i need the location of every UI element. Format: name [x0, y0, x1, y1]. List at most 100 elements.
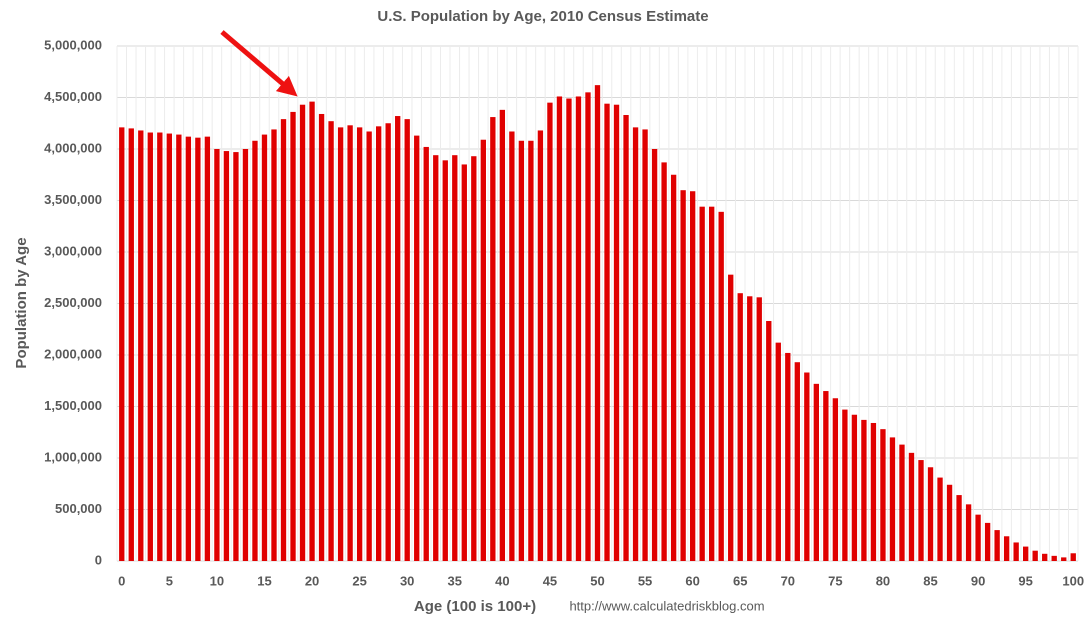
- bar: [946, 484, 953, 561]
- x-tick-label: 20: [305, 573, 319, 588]
- bar: [147, 132, 153, 561]
- bar: [823, 391, 829, 561]
- bar: [670, 174, 677, 561]
- bar: [899, 444, 905, 561]
- bar: [1051, 555, 1057, 561]
- bar: [395, 116, 401, 561]
- bar: [119, 127, 125, 562]
- bar: [747, 296, 753, 561]
- bar: [176, 134, 182, 561]
- bar: [223, 151, 230, 561]
- bar: [128, 128, 134, 561]
- bar: [442, 160, 448, 561]
- bar: [709, 206, 715, 561]
- bar: [594, 85, 601, 561]
- bar: [404, 119, 410, 561]
- bar: [1013, 542, 1019, 561]
- x-tick-label: 0: [118, 573, 125, 588]
- bar: [661, 162, 667, 561]
- x-tick-label: 25: [352, 573, 366, 588]
- x-tick-label: 15: [257, 573, 271, 588]
- x-tick-label: 40: [495, 573, 509, 588]
- y-axis-label: Population by Age: [13, 237, 30, 368]
- bar: [547, 102, 553, 562]
- bar: [984, 522, 991, 561]
- bar: [280, 119, 287, 561]
- bar: [1032, 550, 1038, 561]
- bar: [166, 133, 172, 562]
- bar: [204, 136, 211, 561]
- bar: [851, 414, 858, 561]
- bar: [1070, 553, 1076, 561]
- bar: [908, 452, 915, 561]
- bar: [195, 137, 201, 562]
- bar: [157, 132, 163, 561]
- bar: [632, 127, 639, 562]
- bar: [832, 398, 839, 561]
- arrow: [220, 30, 298, 97]
- bar: [1042, 553, 1048, 561]
- y-tick-label: 4,500,000: [44, 89, 102, 104]
- bar: [185, 136, 192, 561]
- y-tick-label: 500,000: [55, 501, 102, 516]
- bar: [366, 131, 372, 562]
- bar: [537, 130, 544, 561]
- y-tick-label: 4,000,000: [44, 140, 102, 155]
- bar: [328, 121, 334, 561]
- grid: [116, 45, 1079, 562]
- bar: [756, 297, 762, 561]
- source-url: http://www.calculatedriskblog.com: [569, 598, 764, 613]
- x-tick-label: 65: [733, 573, 747, 588]
- bar: [699, 206, 705, 561]
- y-tick-label: 3,000,000: [44, 243, 102, 258]
- bar: [423, 146, 429, 561]
- bar: [870, 422, 877, 561]
- bar: [880, 429, 886, 561]
- bar: [385, 123, 391, 561]
- x-tick-label: 70: [781, 573, 795, 588]
- bar: [1003, 536, 1010, 561]
- bar: [290, 111, 296, 562]
- bar: [509, 131, 515, 562]
- bar: [604, 103, 610, 562]
- bar: [233, 152, 239, 561]
- bar: [737, 293, 743, 561]
- bar: [975, 514, 981, 561]
- bar: [889, 437, 896, 561]
- bar: [138, 130, 144, 561]
- y-tick-label: 5,000,000: [44, 37, 102, 52]
- bar: [680, 190, 686, 561]
- bar: [585, 92, 591, 561]
- x-tick-label: 90: [971, 573, 985, 588]
- x-tick-label: 60: [685, 573, 699, 588]
- bar: [965, 504, 972, 561]
- bar: [452, 155, 458, 561]
- x-tick-label: 100: [1062, 573, 1084, 588]
- bar: [261, 134, 268, 561]
- bar: [242, 149, 249, 561]
- x-tick-label: 45: [543, 573, 557, 588]
- bar: [689, 191, 696, 562]
- y-tick-label: 3,500,000: [44, 192, 102, 207]
- bar: [490, 117, 496, 561]
- y-tick-label: 2,500,000: [44, 295, 102, 310]
- bar: [299, 104, 306, 562]
- bar: [356, 127, 363, 562]
- bar: [861, 419, 867, 561]
- bar: [575, 96, 582, 561]
- bar: [337, 127, 344, 562]
- bar: [956, 495, 962, 561]
- x-tick-label: 10: [210, 573, 224, 588]
- bar: [480, 139, 486, 562]
- bar: [794, 362, 800, 561]
- bar: [718, 211, 724, 561]
- x-tick-label: 35: [448, 573, 462, 588]
- x-tick-label: 75: [828, 573, 842, 588]
- bar: [766, 321, 772, 561]
- bar: [804, 372, 810, 561]
- bar: [214, 149, 220, 561]
- bar: [566, 98, 572, 561]
- bar: [309, 101, 315, 562]
- bar: [252, 140, 258, 561]
